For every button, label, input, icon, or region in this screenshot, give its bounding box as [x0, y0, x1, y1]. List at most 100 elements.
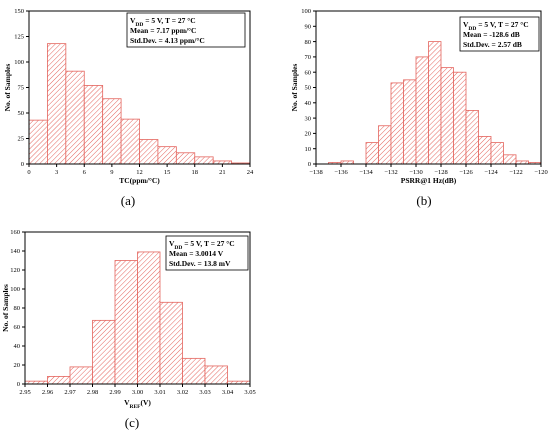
x-tick-label: −138	[309, 169, 322, 176]
histogram-bar	[47, 375, 71, 385]
x-axis-label: TC(ppm/°C)	[119, 176, 160, 185]
x-tick-label: −126	[459, 169, 473, 176]
histogram-bar	[139, 139, 159, 165]
x-tick-label: −136	[334, 169, 348, 176]
histogram-bar	[28, 119, 48, 165]
y-tick-label: 125	[14, 34, 24, 41]
x-tick-label: −132	[384, 169, 397, 176]
x-tick-label: 12	[136, 169, 143, 176]
histogram-bar	[415, 56, 429, 165]
histogram-bar	[378, 125, 392, 165]
x-tick-label: 3.02	[177, 389, 188, 396]
y-tick-label: 75	[18, 85, 25, 92]
x-tick-label: −134	[359, 169, 373, 176]
x-tick-label: 3.03	[199, 389, 210, 396]
stats-box-border	[165, 235, 249, 271]
x-tick-label: 3.04	[222, 389, 234, 396]
y-tick-label: 100	[301, 8, 311, 15]
y-tick-label: 80	[14, 305, 21, 312]
histogram-bar	[47, 43, 67, 165]
panel-label: (b)	[416, 193, 431, 208]
x-tick-label: 15	[164, 169, 171, 176]
x-tick-label: 18	[192, 169, 199, 176]
x-tick-label: −124	[484, 169, 498, 176]
histogram-bar	[69, 366, 93, 385]
bars	[28, 43, 251, 165]
histogram-bar	[365, 142, 379, 165]
y-tick-label: 50	[18, 110, 25, 117]
stats-line: Std.Dev. = 13.8 mV	[169, 259, 231, 268]
x-tick-label: −130	[409, 169, 422, 176]
panel-label: (a)	[121, 193, 135, 208]
y-tick-label: 30	[305, 115, 312, 122]
panel-label: (c)	[125, 415, 139, 430]
histogram-bar	[428, 41, 442, 165]
x-tick-label: 2.99	[109, 389, 120, 396]
y-tick-label: 50	[305, 85, 312, 92]
stats-line: VDD = 5 V, T = 27 °C	[463, 20, 529, 32]
histogram-bar	[182, 357, 206, 385]
y-tick-label: 10	[305, 146, 312, 153]
histogram-bar	[490, 142, 504, 165]
histogram-bar	[65, 70, 85, 165]
x-tick-label: 2.95	[19, 389, 30, 396]
stats-line: Mean = 3.0014 V	[169, 249, 224, 258]
y-tick-label: 20	[305, 131, 312, 138]
y-tick-label: 120	[10, 267, 20, 274]
y-tick-label: 100	[14, 59, 24, 66]
stats-line: Mean = -128.6 dB	[463, 30, 520, 39]
y-tick-label: 150	[14, 8, 24, 15]
chart-panel-a: 0 3 6 9 12 15 18 21 24 0 25 50 75 100 125 150 VDD = 5 V…	[3, 8, 254, 208]
histogram-bar	[403, 79, 417, 165]
histogram-bar	[194, 156, 214, 165]
y-tick-label: 60	[14, 324, 21, 331]
x-tick-label: −120	[534, 169, 547, 176]
histogram-bar	[157, 146, 177, 165]
y-tick-label: 0	[308, 161, 311, 168]
axes: 2.95 2.96 2.97 2.98 2.99 3.00 3.01 3.02 3.03 3.04…	[10, 229, 255, 396]
x-tick-label: 24	[247, 169, 254, 176]
stats-line: VDD = 5 V, T = 27 °C	[130, 16, 196, 28]
x-tick-label: 21	[219, 169, 226, 176]
histogram-bar	[120, 118, 140, 165]
stats-line: Std.Dev. = 2.57 dB	[463, 40, 522, 49]
y-tick-label: 140	[10, 248, 20, 255]
y-tick-label: 100	[10, 286, 20, 293]
x-tick-label: 2.97	[64, 389, 76, 396]
stats-line: Std.Dev. = 4.13 ppm/°C	[130, 36, 205, 45]
chart-panel-c: 2.95 2.96 2.97 2.98 2.99 3.00 3.01 3.02 3.03 3.04…	[1, 229, 256, 430]
y-tick-label: 40	[305, 100, 312, 107]
x-tick-label: 0	[27, 169, 30, 176]
stats-line: VDD = 5 V, T = 27 °C	[169, 239, 235, 251]
y-tick-label: 80	[305, 39, 312, 46]
x-tick-label: 2.98	[87, 389, 98, 396]
histogram-bar	[440, 67, 454, 165]
x-tick-label: 9	[110, 169, 113, 176]
histogram-bar	[92, 319, 116, 385]
x-tick-label: 3.01	[154, 389, 165, 396]
histogram-bar	[453, 71, 467, 165]
y-tick-label: 25	[18, 136, 25, 143]
x-tick-label: 6	[83, 169, 87, 176]
chart-panel-b: −138 −136 −134 −132 −130 −128 −126 −124 −122 −120…	[290, 8, 548, 208]
y-tick-label: 0	[17, 381, 20, 388]
x-tick-label: −128	[434, 169, 447, 176]
x-tick-label: 3.00	[132, 389, 143, 396]
bars	[328, 41, 542, 165]
x-tick-label: 3	[55, 169, 58, 176]
y-axis-label: No. of Samples	[3, 64, 12, 112]
y-axis-label: No. of Samples	[290, 64, 299, 112]
y-tick-label: 60	[305, 69, 312, 76]
y-tick-label: 20	[14, 362, 21, 369]
histogram-bar	[137, 251, 161, 385]
histogram-bar	[159, 301, 183, 385]
x-tick-label: 3.05	[244, 389, 255, 396]
stats-line: Mean = 7.17 ppm/°C	[130, 26, 196, 35]
y-tick-label: 40	[14, 343, 21, 350]
histogram-bar	[503, 154, 517, 165]
y-tick-label: 70	[305, 54, 312, 61]
x-tick-label: 2.96	[42, 389, 54, 396]
